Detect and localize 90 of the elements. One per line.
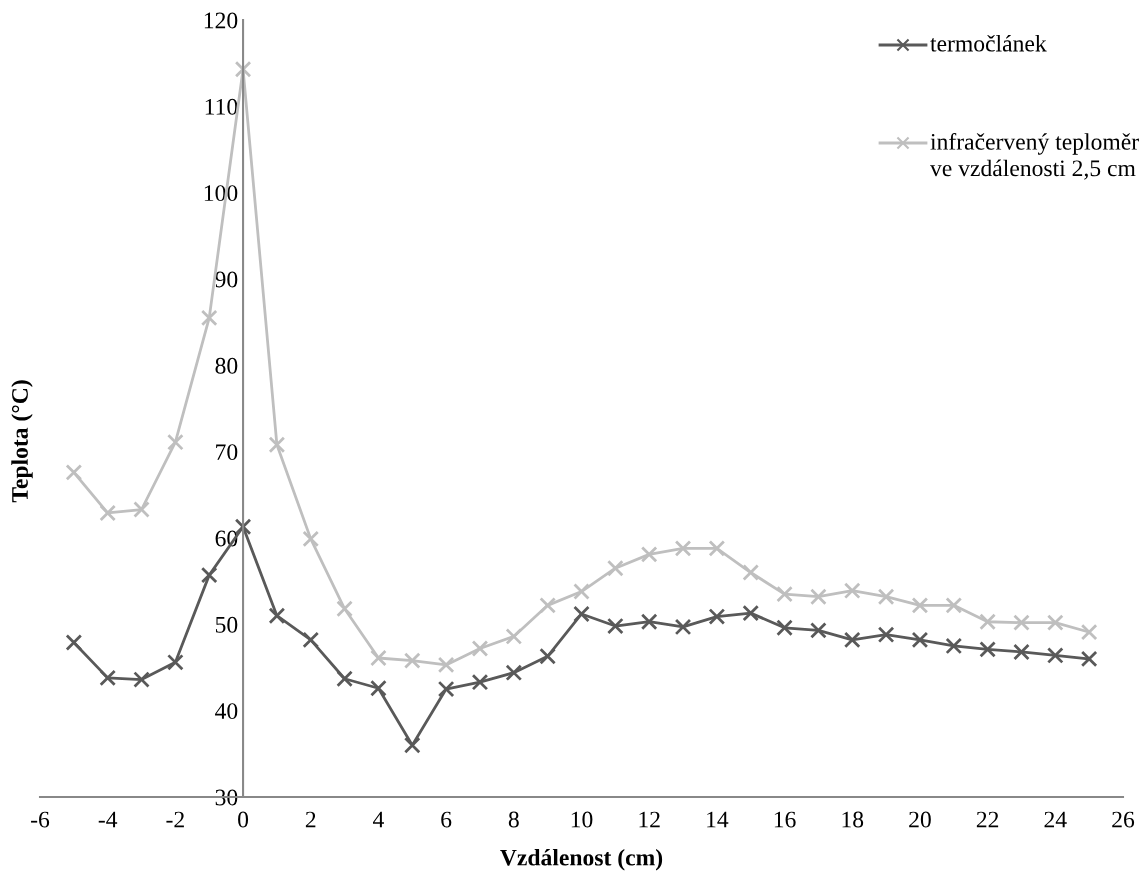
point — [268, 436, 286, 454]
point — [843, 631, 861, 649]
point — [607, 617, 624, 635]
point — [776, 619, 793, 637]
point — [573, 605, 590, 623]
point — [302, 530, 320, 548]
point — [234, 60, 252, 78]
point — [437, 656, 455, 674]
point — [742, 564, 760, 581]
point — [99, 504, 117, 522]
point — [370, 649, 387, 667]
x-tick-label: 18 — [842, 811, 864, 828]
x-tick-label: 0 — [238, 811, 249, 828]
point — [200, 566, 218, 584]
point — [1046, 647, 1064, 664]
x-tick-label: 10 — [571, 811, 593, 828]
point — [99, 669, 117, 687]
y-tick-label: 80 — [215, 357, 238, 374]
point — [65, 464, 83, 481]
point — [133, 501, 150, 518]
x-tick-label: -4 — [98, 811, 118, 828]
point — [674, 618, 692, 636]
x-tick-label: 8 — [508, 811, 519, 828]
point — [911, 631, 929, 649]
point — [1013, 643, 1030, 661]
x-tick-label: 14 — [707, 811, 729, 828]
point — [1013, 614, 1030, 631]
x-axis-title: Vzdálenost (cm) — [500, 848, 663, 871]
y-tick-label: 90 — [215, 271, 238, 288]
point — [471, 640, 489, 657]
x-tick-label: -6 — [31, 811, 50, 828]
point — [403, 652, 421, 669]
point — [708, 608, 726, 625]
point — [911, 597, 929, 614]
y-tick-label: 110 — [205, 98, 238, 115]
point — [843, 582, 861, 599]
point — [1080, 623, 1098, 641]
point — [1046, 614, 1064, 631]
point — [810, 622, 827, 639]
point — [437, 680, 455, 698]
point — [505, 664, 523, 682]
point — [133, 671, 150, 688]
point — [810, 588, 827, 606]
y-tick-label: 100 — [204, 185, 238, 202]
x-tick-label: 26 — [1112, 811, 1135, 828]
x-tick-label: 6 — [441, 811, 452, 828]
x-tick-label: 16 — [774, 811, 796, 828]
x-tick-label: 2 — [305, 811, 316, 828]
point — [403, 736, 421, 754]
point — [742, 604, 760, 622]
y-tick-label: 70 — [216, 444, 238, 461]
point — [539, 647, 556, 665]
point — [945, 637, 963, 655]
x-tick-label: 4 — [373, 811, 384, 828]
x-tick-label: 12 — [639, 811, 660, 828]
point — [505, 628, 523, 645]
point — [640, 546, 658, 563]
point — [877, 588, 895, 606]
y-tick-label: 50 — [215, 616, 238, 633]
point — [336, 670, 353, 688]
point — [607, 559, 624, 577]
y-tick-label: 40 — [215, 703, 238, 720]
point — [268, 607, 286, 625]
point — [573, 583, 590, 600]
point — [708, 540, 726, 557]
point — [336, 600, 353, 618]
point — [539, 597, 556, 614]
x-tick-label: 22 — [976, 811, 999, 828]
y-tick-label: 120 — [204, 12, 238, 29]
point — [979, 641, 996, 658]
point — [200, 309, 218, 327]
x-tick-label: -2 — [166, 811, 184, 828]
x-tick-label: 24 — [1044, 811, 1067, 828]
legend-label: infračervený teploměr ve vzdálenosti 2,5 cm — [930, 133, 1139, 180]
point — [674, 540, 692, 557]
legend-label: termočlánek — [930, 34, 1047, 52]
point — [640, 613, 658, 631]
point — [65, 634, 83, 651]
point — [1080, 650, 1098, 668]
y-axis-title: Teplota (°C) — [11, 380, 33, 503]
point — [945, 597, 963, 614]
x-tick-label: 20 — [909, 811, 931, 828]
point — [979, 613, 996, 631]
point — [370, 679, 387, 697]
point — [776, 585, 793, 603]
point — [471, 673, 489, 691]
point — [877, 626, 895, 644]
point — [167, 433, 184, 451]
point — [167, 653, 184, 671]
point — [302, 631, 320, 649]
